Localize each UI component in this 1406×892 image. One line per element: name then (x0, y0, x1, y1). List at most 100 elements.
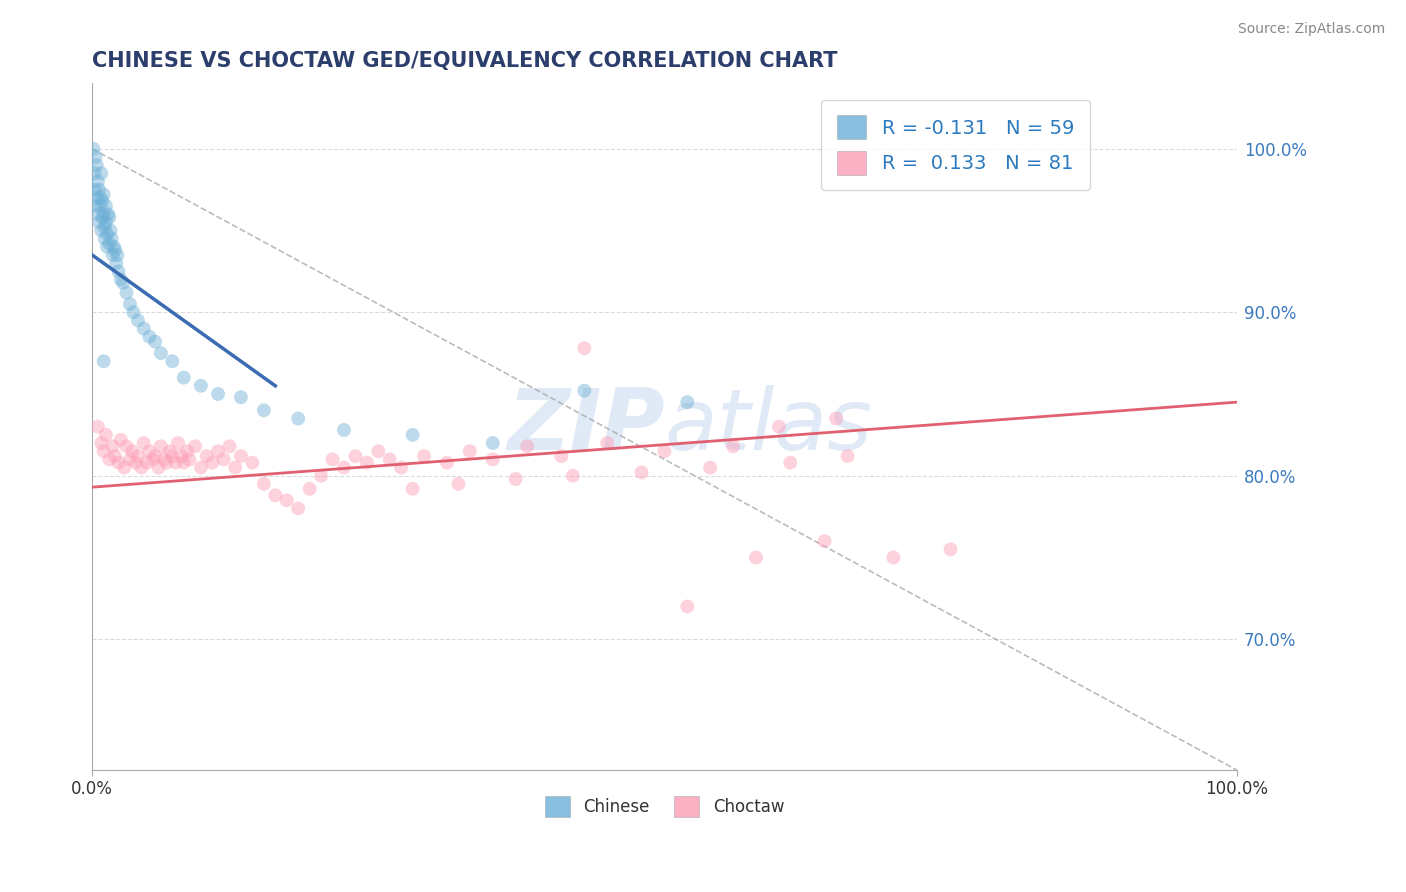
Point (87, 207, 110, 221)
Point (253, 403, 276, 417)
Point (155, 456, 177, 470)
Point (98, 452, 121, 467)
Point (87, 174, 110, 188)
Point (224, 460, 246, 475)
Point (699, 460, 721, 475)
Point (176, 444, 198, 458)
Point (91, 211, 114, 225)
Point (94, 199, 117, 213)
Point (143, 449, 166, 463)
Point (173, 370, 195, 384)
Point (138, 444, 160, 458)
Point (481, 452, 503, 467)
Point (87, 419, 110, 434)
Point (596, 436, 619, 450)
Point (84, 199, 107, 213)
Point (83, 166, 105, 180)
Point (94, 427, 117, 442)
Point (90, 436, 112, 450)
Point (505, 472, 527, 486)
Point (190, 379, 212, 393)
Point (356, 456, 378, 470)
Point (110, 272, 132, 286)
Point (333, 460, 356, 475)
Point (173, 456, 195, 470)
Point (195, 449, 218, 463)
Point (190, 460, 212, 475)
Point (94, 215, 117, 229)
Point (82, 142, 104, 156)
Point (309, 468, 332, 483)
Point (276, 493, 298, 508)
Point (768, 419, 790, 434)
Point (94, 232, 117, 246)
Legend: Chinese, Choctaw: Chinese, Choctaw (538, 789, 790, 823)
Point (413, 449, 436, 463)
Text: ZIP: ZIP (506, 385, 665, 468)
Point (159, 444, 181, 458)
Point (100, 232, 122, 246)
Point (118, 452, 141, 467)
Point (322, 452, 344, 467)
Point (242, 456, 264, 470)
Point (574, 384, 596, 398)
Point (127, 313, 149, 327)
Point (447, 476, 470, 491)
Point (138, 330, 160, 344)
Point (253, 476, 276, 491)
Point (298, 482, 321, 496)
Point (93, 444, 115, 458)
Point (94, 220, 117, 235)
Point (229, 449, 252, 463)
Point (344, 449, 367, 463)
Point (104, 449, 127, 463)
Point (100, 223, 122, 237)
Point (401, 482, 423, 496)
Point (333, 423, 356, 437)
Point (745, 550, 768, 565)
Point (93, 207, 115, 221)
Point (939, 542, 962, 557)
Point (84, 150, 107, 164)
Point (103, 240, 125, 254)
Point (389, 460, 412, 475)
Point (127, 449, 149, 463)
Text: atlas: atlas (665, 385, 873, 468)
Point (101, 439, 124, 453)
Point (162, 354, 184, 368)
Point (654, 444, 676, 458)
Point (96, 240, 118, 254)
Point (97, 207, 120, 221)
Point (122, 305, 145, 319)
Point (93, 354, 115, 368)
Point (89, 199, 111, 213)
Point (676, 395, 699, 409)
Point (115, 285, 138, 300)
Point (98, 211, 121, 225)
Point (367, 444, 389, 458)
Point (184, 439, 207, 453)
Point (170, 449, 193, 463)
Point (142, 452, 165, 467)
Point (91, 194, 114, 208)
Point (287, 501, 309, 516)
Point (112, 460, 135, 475)
Point (814, 534, 837, 549)
Point (179, 452, 201, 467)
Point (153, 452, 176, 467)
Point (132, 436, 155, 450)
Point (436, 456, 458, 470)
Point (96, 227, 118, 241)
Point (143, 334, 166, 349)
Point (287, 411, 309, 425)
Point (131, 460, 153, 475)
Point (165, 456, 187, 470)
Point (83, 183, 105, 197)
Point (516, 439, 538, 453)
Point (837, 449, 859, 463)
Point (93, 187, 115, 202)
Point (112, 276, 135, 290)
Point (825, 411, 848, 425)
Point (167, 436, 190, 450)
Point (90, 223, 112, 237)
